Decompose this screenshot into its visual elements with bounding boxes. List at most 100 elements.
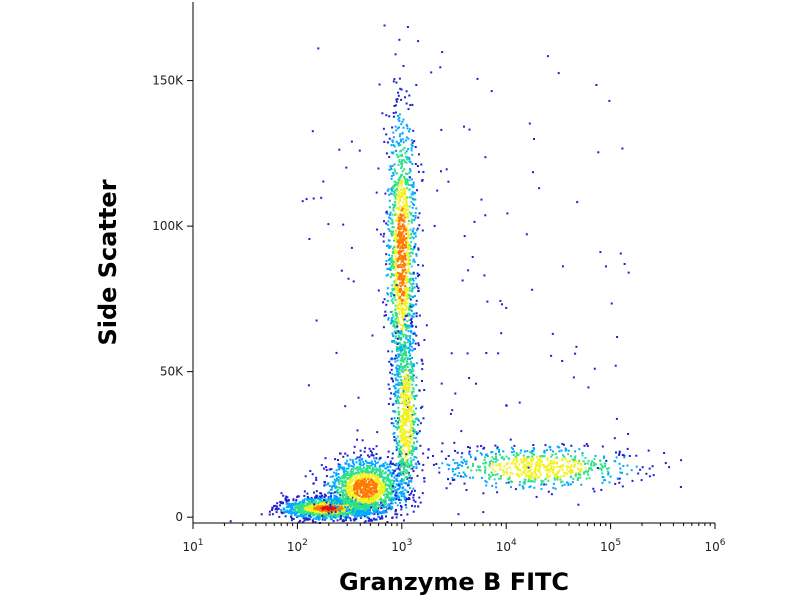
event-dot: [397, 330, 400, 333]
event-dot: [412, 458, 415, 461]
event-dot: [289, 510, 292, 513]
event-dot: [572, 477, 575, 480]
event-dot: [350, 480, 353, 483]
event-dot: [539, 473, 542, 476]
event-dot: [486, 455, 489, 457]
event-dot: [395, 491, 398, 494]
event-dot: [411, 305, 413, 308]
event-dot: [401, 178, 404, 181]
event-dot: [386, 474, 389, 477]
event-dot: [528, 478, 531, 481]
event-dot: [392, 144, 395, 147]
event-dot: [406, 414, 409, 417]
event-dot: [389, 211, 392, 214]
event-dot: [398, 413, 400, 416]
event-dot: [366, 507, 369, 510]
event-dot: [412, 338, 415, 341]
event-dot: [410, 184, 413, 187]
event-dot: [409, 354, 411, 357]
event-dot: [362, 510, 365, 513]
event-dot: [405, 204, 408, 206]
event-dot: [417, 247, 420, 250]
event-dot: [392, 209, 395, 212]
event-dot: [383, 481, 385, 484]
event-dot: [403, 429, 405, 432]
event-dot: [418, 419, 420, 422]
event-dot: [401, 401, 404, 404]
event-dot: [341, 468, 344, 471]
event-dot: [403, 418, 406, 421]
event-dot: [374, 476, 377, 479]
event-dot: [394, 330, 397, 333]
event-dot: [398, 308, 401, 310]
event-dot: [392, 131, 395, 134]
event-dot: [318, 513, 321, 516]
event-dot: [393, 252, 396, 255]
event-dot: [389, 397, 392, 400]
event-dot: [425, 324, 428, 327]
event-dot: [406, 253, 409, 256]
event-dot: [404, 288, 407, 291]
event-dot: [408, 476, 411, 479]
event-dot: [370, 503, 373, 505]
event-dot: [422, 171, 425, 173]
event-dot: [355, 461, 358, 464]
event-dot: [405, 397, 408, 400]
event-dot: [375, 509, 378, 512]
event-dot: [285, 502, 288, 505]
event-dot: [500, 475, 502, 478]
event-dot: [307, 505, 309, 508]
event-dot: [331, 499, 334, 502]
event-dot: [403, 370, 406, 373]
event-dot: [312, 513, 315, 516]
event-dot: [397, 355, 400, 358]
event-dot: [408, 179, 411, 182]
event-dot: [508, 475, 511, 477]
event-dot: [398, 77, 401, 80]
event-dot: [403, 168, 406, 171]
event-dot: [379, 475, 381, 478]
event-dot: [336, 492, 339, 495]
event-dot: [400, 346, 402, 349]
event-dot: [410, 345, 413, 348]
event-dot: [393, 206, 396, 208]
event-dot: [382, 492, 385, 495]
event-dot: [331, 515, 334, 518]
event-dot: [401, 356, 404, 359]
event-dot: [415, 448, 418, 450]
event-dot: [397, 373, 400, 376]
event-dot: [404, 139, 407, 142]
event-dot: [381, 492, 384, 495]
event-dot: [330, 504, 333, 507]
event-dot: [405, 278, 408, 281]
event-dot: [407, 462, 410, 465]
event-dot: [405, 297, 408, 300]
event-dot: [316, 513, 319, 515]
event-dot: [399, 365, 402, 368]
event-dot: [411, 221, 414, 224]
event-dot: [399, 278, 402, 281]
event-dot: [587, 470, 590, 473]
event-dot: [274, 508, 277, 511]
event-dot: [398, 468, 401, 471]
event-dot: [307, 500, 310, 503]
event-dot: [396, 127, 399, 130]
event-dot: [350, 499, 353, 502]
event-dot: [346, 495, 349, 498]
event-dot: [376, 494, 379, 496]
event-dot: [335, 472, 338, 475]
event-dot: [378, 474, 381, 476]
event-dot: [363, 496, 366, 499]
event-dot: [379, 233, 382, 236]
event-dot: [399, 242, 402, 245]
event-dot: [398, 265, 401, 268]
event-dot: [604, 462, 607, 465]
event-dot: [340, 509, 343, 512]
event-dot: [378, 506, 381, 508]
event-dot: [315, 510, 318, 513]
event-dot: [344, 497, 347, 500]
event-dot: [302, 517, 305, 520]
event-dot: [344, 511, 347, 514]
event-dot: [369, 450, 372, 453]
event-dot: [366, 516, 369, 519]
